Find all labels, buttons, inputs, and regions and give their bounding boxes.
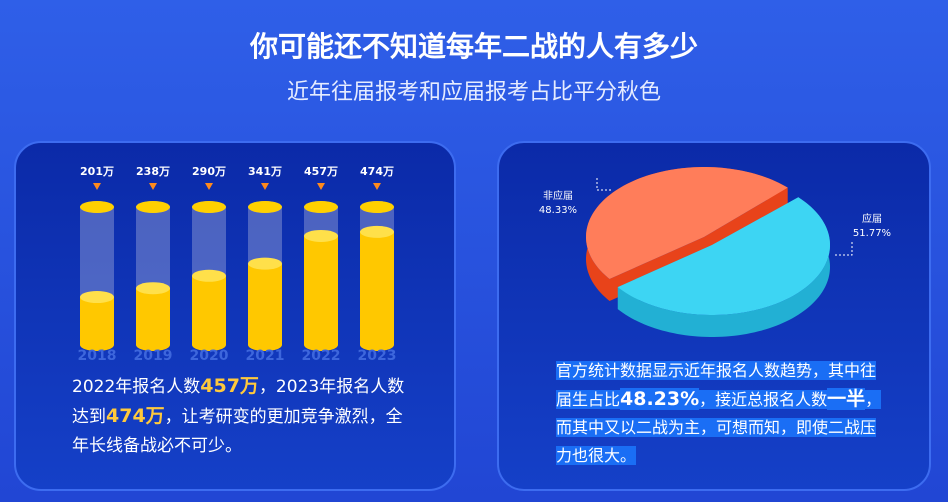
left-text: 2022年报名人数457万，2023年报名人数达到474万，让考研变的更加竞争激…	[72, 372, 412, 461]
bar-top	[136, 282, 170, 295]
value-label: 341万	[248, 165, 282, 178]
text-run: 2022年报名人数	[72, 377, 201, 397]
bar	[80, 297, 114, 345]
slice-name: 非应届	[543, 189, 573, 202]
label-pointer	[261, 183, 269, 190]
slice-label: 51.77%	[853, 228, 891, 239]
text-run: ，2023年报名人数达到	[72, 377, 405, 427]
bar-top	[360, 225, 394, 238]
tube-rim	[360, 201, 394, 213]
bar	[248, 263, 282, 345]
bar-top	[248, 257, 282, 270]
bar	[192, 275, 226, 345]
title: 你可能还不知道每年二战的人有多少	[249, 30, 698, 63]
bar-top	[192, 269, 226, 282]
emphasis-text: 457万	[200, 375, 259, 397]
value-label: 238万	[136, 165, 170, 178]
subtitle: 近年往届报考和应届报考占比平分秋色	[287, 80, 661, 105]
emphasis-text: 一半	[827, 388, 866, 410]
tube-rim	[80, 201, 114, 213]
emphasis-text: 48.23%	[620, 388, 700, 410]
bar-bottom	[192, 339, 226, 351]
pie-slice	[617, 197, 830, 315]
tube-rim	[192, 201, 226, 213]
bar-bottom	[304, 339, 338, 351]
right-text: 官方统计数据显示近年报名人数趋势，其中往届生占比48.23%，接近总报名人数一半…	[556, 357, 886, 470]
value-label: 474万	[360, 165, 394, 178]
year-label: 2021	[246, 348, 285, 364]
year-label: 2020	[190, 348, 229, 364]
emphasis-text: 474万	[106, 405, 165, 427]
bar-top	[304, 229, 338, 242]
bar	[304, 235, 338, 345]
leader-line	[596, 178, 612, 191]
value-label: 457万	[304, 165, 338, 178]
tube-rim	[248, 201, 282, 213]
slice-label: 48.33%	[539, 205, 577, 216]
bar-bottom	[136, 339, 170, 351]
bar	[136, 288, 170, 345]
label-pointer	[317, 183, 325, 190]
tube-rim	[136, 201, 170, 213]
label-pointer	[149, 183, 157, 190]
slice-name: 应届	[862, 212, 882, 225]
tube-rim	[304, 201, 338, 213]
value-label: 201万	[80, 165, 114, 178]
bar	[360, 231, 394, 345]
bar-top	[80, 291, 114, 304]
label-pointer	[93, 183, 101, 190]
year-label: 2018	[78, 348, 117, 364]
pie-slice	[586, 167, 788, 279]
bar-bottom	[80, 339, 114, 351]
value-label: 290万	[192, 165, 226, 178]
label-pointer	[373, 183, 381, 190]
bar-bottom	[248, 339, 282, 351]
year-label: 2019	[134, 348, 173, 364]
text-run: ，接近总报名人数	[699, 390, 828, 409]
text-run: ，让考研变的更加竞争激烈，全年长线备战必不可少。	[72, 407, 403, 456]
left-panel	[14, 141, 456, 491]
leader-line	[835, 240, 853, 256]
bar-bottom	[360, 339, 394, 351]
year-label: 2023	[358, 348, 397, 364]
label-pointer	[205, 183, 213, 190]
year-label: 2022	[302, 348, 341, 364]
